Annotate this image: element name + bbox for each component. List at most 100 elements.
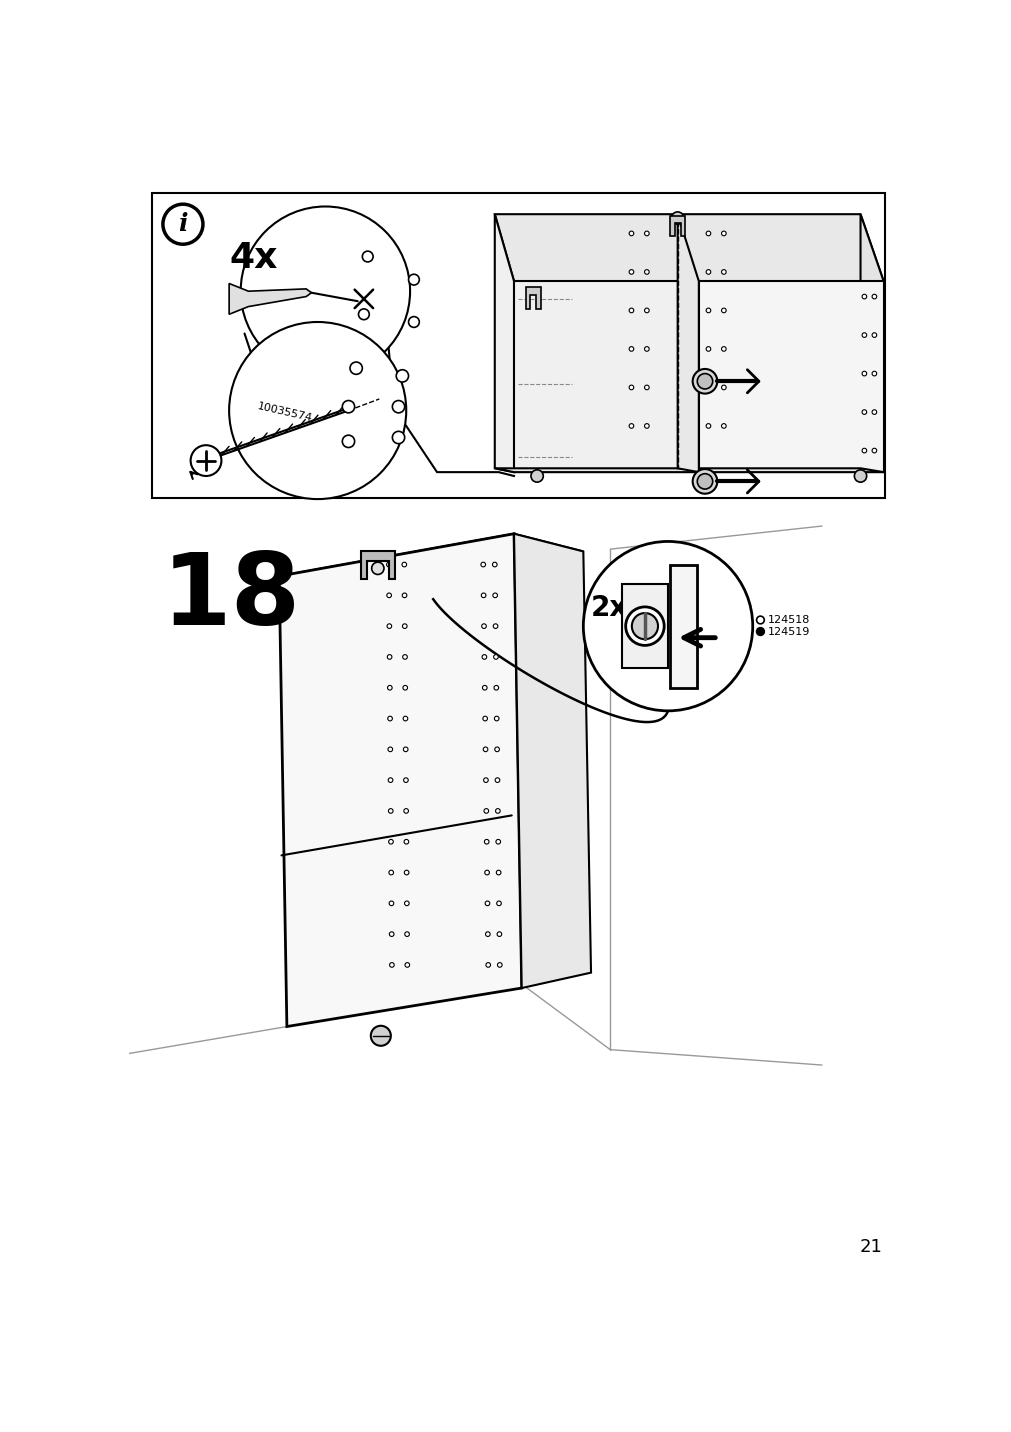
Polygon shape bbox=[859, 215, 883, 473]
Circle shape bbox=[853, 470, 865, 483]
Circle shape bbox=[496, 932, 501, 937]
Circle shape bbox=[388, 871, 393, 875]
Circle shape bbox=[402, 686, 407, 690]
Polygon shape bbox=[514, 534, 590, 988]
Circle shape bbox=[495, 839, 500, 843]
Circle shape bbox=[861, 371, 865, 375]
Circle shape bbox=[721, 231, 726, 236]
Circle shape bbox=[386, 593, 391, 597]
Circle shape bbox=[706, 308, 710, 312]
Circle shape bbox=[494, 716, 498, 720]
Circle shape bbox=[631, 613, 657, 639]
Circle shape bbox=[497, 962, 501, 967]
Circle shape bbox=[481, 624, 486, 629]
Circle shape bbox=[483, 809, 488, 813]
Circle shape bbox=[404, 932, 409, 937]
Circle shape bbox=[403, 839, 408, 843]
Circle shape bbox=[386, 624, 391, 629]
Polygon shape bbox=[621, 584, 667, 669]
Circle shape bbox=[408, 275, 419, 285]
Polygon shape bbox=[677, 215, 699, 473]
Circle shape bbox=[370, 1025, 390, 1045]
Polygon shape bbox=[228, 284, 311, 314]
Circle shape bbox=[495, 871, 500, 875]
Text: 10035574: 10035574 bbox=[256, 401, 312, 424]
Circle shape bbox=[396, 369, 408, 382]
Circle shape bbox=[625, 607, 663, 646]
FancyArrowPatch shape bbox=[683, 629, 715, 646]
Circle shape bbox=[629, 385, 633, 390]
Circle shape bbox=[629, 424, 633, 428]
Polygon shape bbox=[494, 215, 883, 281]
Circle shape bbox=[492, 624, 497, 629]
Text: 124519: 124519 bbox=[767, 627, 810, 637]
Circle shape bbox=[756, 616, 763, 624]
Circle shape bbox=[871, 448, 876, 453]
Circle shape bbox=[756, 627, 763, 636]
Circle shape bbox=[871, 410, 876, 414]
Polygon shape bbox=[361, 550, 394, 579]
Circle shape bbox=[644, 231, 648, 236]
Circle shape bbox=[403, 809, 408, 813]
Text: 124518: 124518 bbox=[767, 614, 810, 624]
Circle shape bbox=[692, 369, 717, 394]
Circle shape bbox=[582, 541, 752, 710]
Circle shape bbox=[706, 424, 710, 428]
Circle shape bbox=[386, 563, 391, 567]
Polygon shape bbox=[525, 288, 541, 309]
Circle shape bbox=[403, 778, 407, 782]
Circle shape bbox=[401, 593, 406, 597]
Circle shape bbox=[228, 322, 405, 500]
Circle shape bbox=[706, 385, 710, 390]
Circle shape bbox=[861, 448, 865, 453]
Circle shape bbox=[871, 332, 876, 338]
Circle shape bbox=[697, 474, 712, 490]
Polygon shape bbox=[279, 534, 582, 594]
Circle shape bbox=[629, 231, 633, 236]
Circle shape bbox=[482, 686, 486, 690]
Circle shape bbox=[721, 308, 726, 312]
Circle shape bbox=[388, 809, 392, 813]
Circle shape bbox=[482, 716, 487, 720]
Circle shape bbox=[401, 563, 406, 567]
Circle shape bbox=[484, 839, 488, 843]
Circle shape bbox=[387, 654, 391, 659]
Circle shape bbox=[362, 251, 373, 262]
Circle shape bbox=[482, 748, 487, 752]
Circle shape bbox=[629, 269, 633, 275]
Circle shape bbox=[629, 308, 633, 312]
Circle shape bbox=[387, 716, 392, 720]
Text: 21: 21 bbox=[858, 1239, 882, 1256]
Circle shape bbox=[402, 654, 406, 659]
Circle shape bbox=[404, 901, 408, 905]
Circle shape bbox=[392, 431, 404, 444]
Circle shape bbox=[706, 269, 710, 275]
Polygon shape bbox=[514, 281, 699, 473]
Circle shape bbox=[389, 901, 393, 905]
Circle shape bbox=[342, 435, 354, 447]
Circle shape bbox=[629, 347, 633, 351]
Polygon shape bbox=[494, 215, 514, 473]
Circle shape bbox=[861, 332, 865, 338]
Circle shape bbox=[484, 901, 489, 905]
Circle shape bbox=[358, 309, 369, 319]
Circle shape bbox=[721, 347, 726, 351]
Circle shape bbox=[480, 563, 485, 567]
Circle shape bbox=[861, 294, 865, 299]
Circle shape bbox=[871, 371, 876, 375]
Polygon shape bbox=[669, 564, 696, 687]
Circle shape bbox=[697, 374, 712, 390]
Circle shape bbox=[531, 470, 543, 483]
FancyArrowPatch shape bbox=[190, 473, 197, 478]
Text: 4x: 4x bbox=[228, 241, 277, 275]
Circle shape bbox=[388, 839, 393, 843]
Bar bbox=[152, 193, 885, 497]
Circle shape bbox=[485, 962, 490, 967]
Circle shape bbox=[493, 654, 497, 659]
Circle shape bbox=[706, 231, 710, 236]
Circle shape bbox=[721, 385, 726, 390]
Circle shape bbox=[387, 748, 392, 752]
Polygon shape bbox=[494, 468, 883, 473]
Circle shape bbox=[496, 901, 500, 905]
Circle shape bbox=[493, 686, 498, 690]
